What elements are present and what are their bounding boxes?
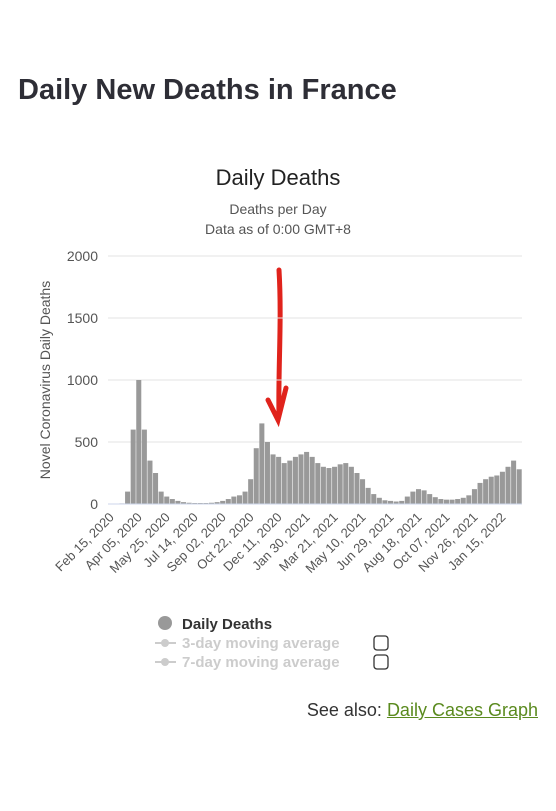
- checkbox[interactable]: [373, 635, 389, 651]
- bar: [208, 502, 215, 504]
- bar: [136, 380, 142, 504]
- bar: [471, 489, 477, 504]
- bar: [388, 500, 394, 504]
- legend-label: Daily Deaths: [182, 616, 272, 633]
- bar: [248, 479, 254, 504]
- chart: Daily Deaths Deaths per Day Data as of 0…: [37, 165, 522, 671]
- bar: [483, 479, 489, 504]
- bar: [460, 497, 466, 504]
- bar: [141, 429, 147, 504]
- bar: [404, 496, 410, 504]
- legend-marker: [158, 616, 172, 630]
- y-tick-label: 2000: [67, 248, 98, 264]
- bar: [376, 497, 382, 504]
- see-also-label: See also:: [306, 700, 382, 720]
- chart-subtitle: Deaths per Day: [229, 201, 326, 217]
- bar: [164, 496, 170, 504]
- bar: [410, 491, 416, 504]
- bar: [281, 463, 287, 504]
- bar: [220, 500, 226, 504]
- bar: [516, 469, 522, 504]
- bar: [332, 466, 338, 504]
- bar: [153, 473, 159, 504]
- legend-label: 3-day moving average: [182, 635, 340, 652]
- bar: [304, 451, 310, 504]
- bar: [415, 489, 422, 504]
- checkbox[interactable]: [373, 654, 389, 670]
- bar: [466, 495, 472, 504]
- legend-marker: [161, 639, 169, 647]
- bar: [348, 466, 354, 504]
- bar: [276, 456, 282, 504]
- bar: [181, 502, 187, 504]
- bar: [382, 500, 388, 504]
- bar: [147, 460, 153, 504]
- page-title: Daily New Deaths in France: [18, 74, 397, 106]
- chart-subtitle: Data as of 0:00 GMT+8: [205, 221, 351, 237]
- bar: [494, 475, 500, 504]
- bar: [264, 442, 270, 504]
- y-tick-label: 1000: [67, 372, 98, 388]
- bar: [393, 501, 399, 504]
- bar: [337, 464, 343, 504]
- bar: [287, 460, 293, 504]
- link[interactable]: Daily Cases Graph: [386, 700, 538, 720]
- bar: [236, 495, 242, 504]
- bar: [169, 499, 175, 504]
- bar: [259, 423, 265, 504]
- bar: [175, 500, 181, 504]
- bar: [320, 466, 326, 504]
- bar: [130, 429, 136, 504]
- bar: [432, 497, 438, 504]
- bar: [298, 454, 304, 504]
- legend-label: 7-day moving average: [182, 654, 340, 671]
- bar: [427, 494, 433, 504]
- bar: [231, 496, 237, 504]
- bar: [354, 473, 360, 504]
- y-axis-title: Novel Coronavirus Daily Deaths: [37, 281, 53, 479]
- bar: [421, 490, 427, 504]
- bar: [477, 482, 483, 504]
- bar: [270, 454, 276, 504]
- see-also: See also: Daily Cases Graph: [307, 700, 538, 721]
- bar: [455, 499, 461, 504]
- bar: [505, 466, 511, 504]
- bar: [253, 448, 259, 504]
- bar: [343, 463, 349, 504]
- bar: [499, 471, 505, 504]
- y-tick-label: 0: [90, 496, 98, 512]
- bar: [309, 456, 315, 504]
- y-tick-label: 1500: [67, 310, 98, 326]
- bar: [443, 499, 449, 504]
- bar: [315, 463, 321, 504]
- bar: [214, 502, 220, 504]
- bar: [399, 500, 405, 504]
- bar: [488, 476, 494, 504]
- y-tick-label: 500: [75, 434, 99, 450]
- bar: [242, 491, 248, 504]
- bar: [371, 494, 377, 504]
- bar: [438, 499, 444, 504]
- bar: [365, 487, 371, 504]
- bar: [449, 499, 455, 504]
- legend-marker: [161, 658, 169, 666]
- bar: [360, 479, 366, 504]
- bar: [158, 491, 164, 504]
- bar: [125, 491, 131, 504]
- bar: [225, 499, 231, 504]
- bar: [511, 460, 517, 504]
- bar: [186, 502, 192, 504]
- bar: [292, 456, 298, 504]
- annotation-arrow: [265, 267, 289, 428]
- bar: [326, 468, 332, 504]
- chart-title: Daily Deaths: [216, 165, 341, 190]
